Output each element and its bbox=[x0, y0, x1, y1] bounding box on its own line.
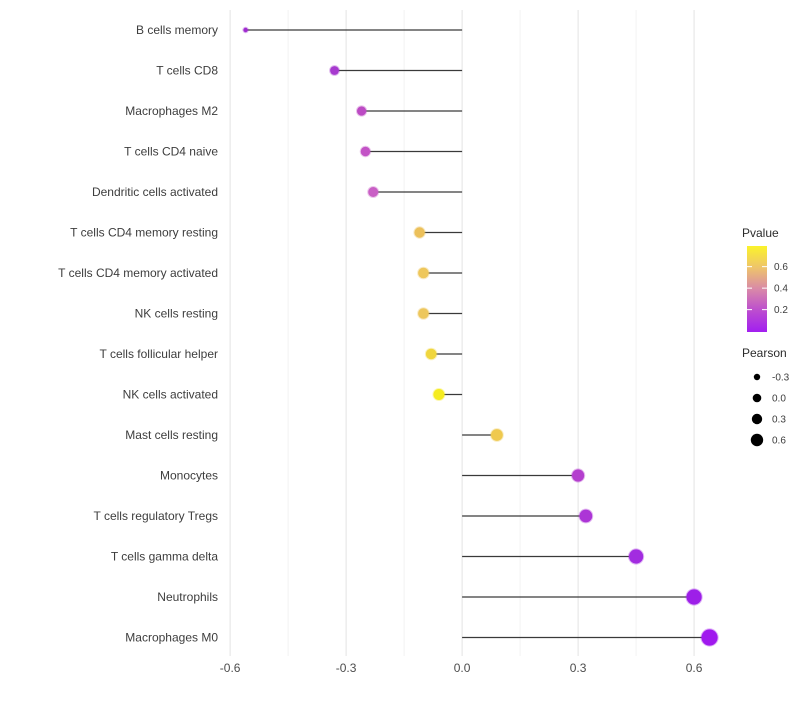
category-label: T cells CD4 memory resting bbox=[70, 226, 218, 240]
pearson-size-dot bbox=[753, 373, 761, 381]
x-tick-label: 0.3 bbox=[570, 661, 587, 675]
lollipop-point bbox=[570, 468, 586, 483]
pvalue-tick-label: 0.4 bbox=[774, 284, 788, 295]
y-axis-labels: B cells memory T cells CD8 Macrophages M2 T… bbox=[58, 23, 218, 645]
legend: Pvalue 0.6 0.4 0.2 Pearson -0.3 0.0 0.3 0.6 bbox=[742, 226, 790, 447]
category-label: Dendritic cells activated bbox=[92, 185, 218, 199]
lollipop-point bbox=[578, 508, 594, 524]
pearson-size-label: -0.3 bbox=[772, 373, 790, 384]
x-tick-label: 0.0 bbox=[454, 661, 471, 675]
category-label: T cells gamma delta bbox=[111, 550, 218, 564]
category-label: NK cells activated bbox=[123, 388, 218, 402]
category-label: NK cells resting bbox=[135, 307, 218, 321]
category-label: Macrophages M0 bbox=[125, 631, 218, 645]
category-label: T cells regulatory Tregs bbox=[94, 509, 219, 523]
pearson-size-dot bbox=[752, 393, 762, 403]
x-tick-label: -0.6 bbox=[220, 661, 241, 675]
lollipop-point bbox=[700, 628, 719, 647]
pearson-size-entries: -0.3 0.0 0.3 0.6 bbox=[750, 373, 790, 447]
lollipop-point bbox=[417, 307, 430, 320]
x-tick-label: -0.3 bbox=[336, 661, 357, 675]
category-label: T cells CD8 bbox=[156, 64, 218, 78]
pvalue-tick-label: 0.2 bbox=[774, 305, 788, 316]
lollipop-point bbox=[242, 26, 249, 34]
lollipop-point bbox=[432, 388, 446, 401]
lollipop-point bbox=[329, 65, 340, 76]
lollipop-point bbox=[359, 145, 372, 158]
pearson-legend-title: Pearson bbox=[742, 346, 787, 360]
gridlines bbox=[229, 10, 695, 656]
lollipop-point bbox=[490, 428, 504, 442]
pearson-size-dot bbox=[750, 433, 764, 447]
pvalue-tick-label: 0.6 bbox=[774, 262, 788, 273]
pvalue-colorbar bbox=[747, 246, 767, 332]
lollipop-rows bbox=[242, 26, 719, 647]
category-label: T cells CD4 memory activated bbox=[58, 266, 218, 280]
category-label: Neutrophils bbox=[157, 590, 218, 604]
lollipop-point bbox=[627, 548, 645, 565]
pvalue-legend-title: Pvalue bbox=[742, 226, 779, 240]
lollipop-point bbox=[417, 266, 430, 280]
lollipop-point bbox=[413, 226, 426, 239]
pearson-size-dot bbox=[751, 413, 763, 425]
pearson-size-label: 0.6 bbox=[772, 436, 786, 447]
lollipop-point bbox=[355, 105, 368, 117]
pearson-size-label: 0.3 bbox=[772, 415, 786, 426]
category-label: T cells follicular helper bbox=[100, 347, 219, 361]
x-tick-label: 0.6 bbox=[686, 661, 703, 675]
category-label: Monocytes bbox=[160, 469, 218, 483]
x-axis-tick-labels: -0.6 -0.3 0.0 0.3 0.6 bbox=[220, 661, 703, 675]
lollipop-point bbox=[424, 347, 438, 361]
lollipop-point bbox=[685, 588, 703, 606]
pearson-size-label: 0.0 bbox=[772, 394, 786, 405]
category-label: T cells CD4 naive bbox=[124, 145, 218, 159]
lollipop-point bbox=[367, 186, 380, 198]
category-label: Macrophages M2 bbox=[125, 104, 218, 118]
pvalue-colorbar-ticks: 0.6 0.4 0.2 bbox=[747, 262, 788, 316]
category-label: B cells memory bbox=[136, 23, 218, 37]
category-label: Mast cells resting bbox=[125, 428, 218, 442]
